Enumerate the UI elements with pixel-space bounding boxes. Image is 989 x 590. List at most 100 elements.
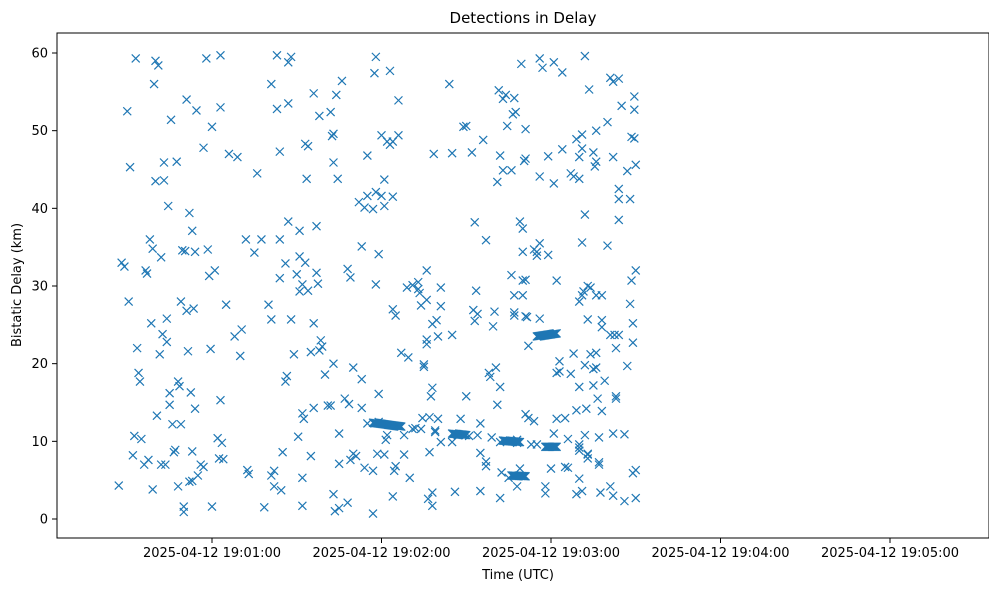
data-point bbox=[162, 314, 172, 324]
data-point bbox=[128, 450, 138, 460]
data-point bbox=[523, 413, 533, 423]
data-point bbox=[162, 337, 172, 347]
data-point bbox=[218, 454, 228, 464]
data-point bbox=[368, 204, 378, 214]
data-point bbox=[628, 338, 638, 348]
data-point bbox=[166, 115, 176, 125]
data-point bbox=[532, 251, 542, 261]
data-point bbox=[312, 268, 321, 278]
data-point bbox=[631, 465, 641, 475]
data-point bbox=[203, 245, 213, 254]
data-point bbox=[631, 266, 641, 275]
data-point bbox=[314, 346, 324, 355]
data-point bbox=[519, 156, 529, 166]
data-point bbox=[388, 192, 398, 202]
data-point bbox=[329, 359, 338, 369]
data-point bbox=[303, 141, 313, 151]
data-point bbox=[583, 281, 593, 291]
data-point bbox=[597, 315, 607, 325]
y-tick-label: 10 bbox=[31, 435, 48, 450]
data-point bbox=[494, 85, 504, 95]
data-point bbox=[422, 335, 432, 345]
y-tick-label: 50 bbox=[31, 124, 48, 139]
data-point bbox=[495, 151, 505, 160]
data-point bbox=[165, 388, 175, 398]
data-point bbox=[371, 187, 381, 197]
data-point bbox=[216, 50, 225, 60]
data-point bbox=[422, 266, 432, 275]
data-point bbox=[515, 217, 525, 226]
data-point bbox=[189, 304, 199, 313]
data-point bbox=[295, 287, 304, 296]
data-point bbox=[235, 351, 245, 361]
data-point bbox=[563, 463, 573, 473]
data-point bbox=[331, 90, 341, 100]
data-point bbox=[306, 347, 316, 357]
data-point bbox=[293, 432, 303, 442]
data-point bbox=[148, 485, 158, 494]
track-point bbox=[552, 442, 562, 452]
data-point bbox=[425, 412, 434, 422]
data-point bbox=[591, 348, 601, 358]
data-point bbox=[563, 434, 573, 444]
data-point bbox=[461, 121, 471, 131]
data-point bbox=[427, 501, 437, 511]
data-point bbox=[165, 400, 175, 410]
data-point bbox=[309, 403, 319, 413]
y-axis-label: Bistatic Delay (km) bbox=[10, 223, 25, 347]
data-point bbox=[172, 157, 182, 167]
data-point bbox=[498, 94, 508, 104]
data-point bbox=[151, 176, 160, 186]
data-point bbox=[283, 99, 293, 108]
data-point bbox=[535, 172, 545, 181]
data-point bbox=[187, 447, 197, 456]
data-point bbox=[522, 312, 532, 322]
data-point bbox=[535, 54, 545, 63]
data-point bbox=[244, 469, 254, 479]
data-point bbox=[346, 455, 355, 465]
data-point bbox=[151, 56, 160, 66]
data-point bbox=[600, 376, 610, 386]
data-point bbox=[125, 162, 135, 172]
data-point bbox=[557, 144, 567, 154]
data-point bbox=[281, 377, 290, 386]
data-point bbox=[574, 174, 584, 184]
data-point bbox=[436, 283, 446, 292]
data-point bbox=[555, 356, 564, 366]
data-point bbox=[586, 349, 595, 359]
data-point bbox=[591, 157, 601, 167]
data-point bbox=[281, 259, 290, 268]
data-point bbox=[210, 266, 220, 275]
data-point bbox=[419, 362, 429, 372]
data-point bbox=[385, 66, 395, 76]
y-tick-label: 20 bbox=[31, 357, 48, 372]
track-point bbox=[511, 437, 521, 447]
data-point bbox=[168, 419, 177, 429]
data-point bbox=[217, 438, 227, 448]
data-point bbox=[170, 445, 180, 455]
data-point bbox=[399, 450, 409, 459]
data-point bbox=[192, 106, 201, 115]
data-point bbox=[144, 455, 153, 465]
data-point bbox=[614, 184, 624, 194]
data-point bbox=[470, 316, 480, 326]
data-point bbox=[628, 318, 638, 328]
data-point bbox=[146, 318, 156, 328]
data-point bbox=[574, 152, 584, 162]
data-point bbox=[580, 210, 590, 219]
data-point bbox=[283, 217, 293, 226]
data-point bbox=[608, 491, 618, 501]
data-point bbox=[473, 309, 482, 319]
track-point bbox=[461, 430, 471, 440]
data-point bbox=[145, 234, 155, 244]
data-point bbox=[264, 300, 273, 310]
data-point bbox=[314, 111, 324, 121]
data-point bbox=[182, 95, 191, 105]
data-point bbox=[275, 273, 285, 283]
data-point bbox=[581, 404, 591, 414]
data-point bbox=[425, 447, 434, 457]
data-point bbox=[518, 290, 528, 300]
data-point bbox=[408, 424, 417, 434]
data-point bbox=[529, 416, 539, 426]
data-point bbox=[152, 411, 162, 421]
